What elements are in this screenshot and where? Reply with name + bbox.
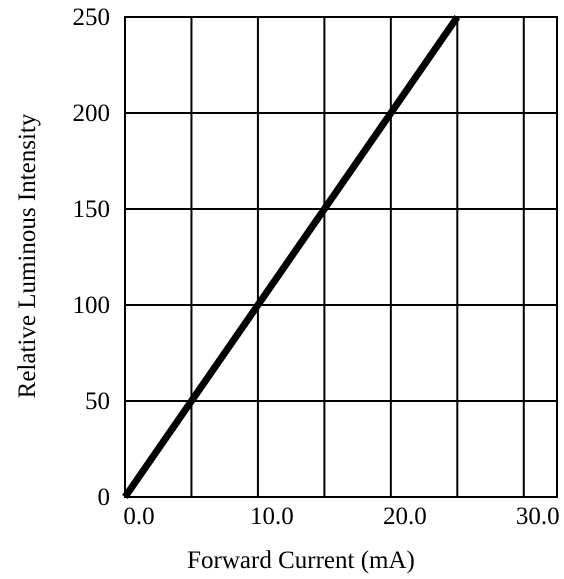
y-tick-label: 250 [73,4,111,31]
grid [124,16,558,498]
y-tick-label: 200 [73,100,111,127]
x-tick-label: 0.0 [123,503,154,530]
series-layer [122,15,461,499]
x-axis-ticks: 0.0 10.0 20.0 30.0 [123,503,559,530]
series-line-0 [122,15,461,499]
y-axis-title: Relative Luminous Intensity [14,113,41,398]
x-tick-label: 10.0 [250,503,294,530]
plot-frame [124,16,558,498]
y-axis-ticks: 0 50 100 150 200 250 [73,4,111,511]
x-tick-label: 20.0 [383,503,427,530]
y-tick-label: 0 [98,484,111,511]
y-tick-label: 150 [73,196,111,223]
x-tick-label: 30.0 [516,503,560,530]
x-axis-title: Forward Current (mA) [187,547,415,574]
y-tick-label: 100 [73,292,111,319]
y-tick-label: 50 [85,388,110,415]
